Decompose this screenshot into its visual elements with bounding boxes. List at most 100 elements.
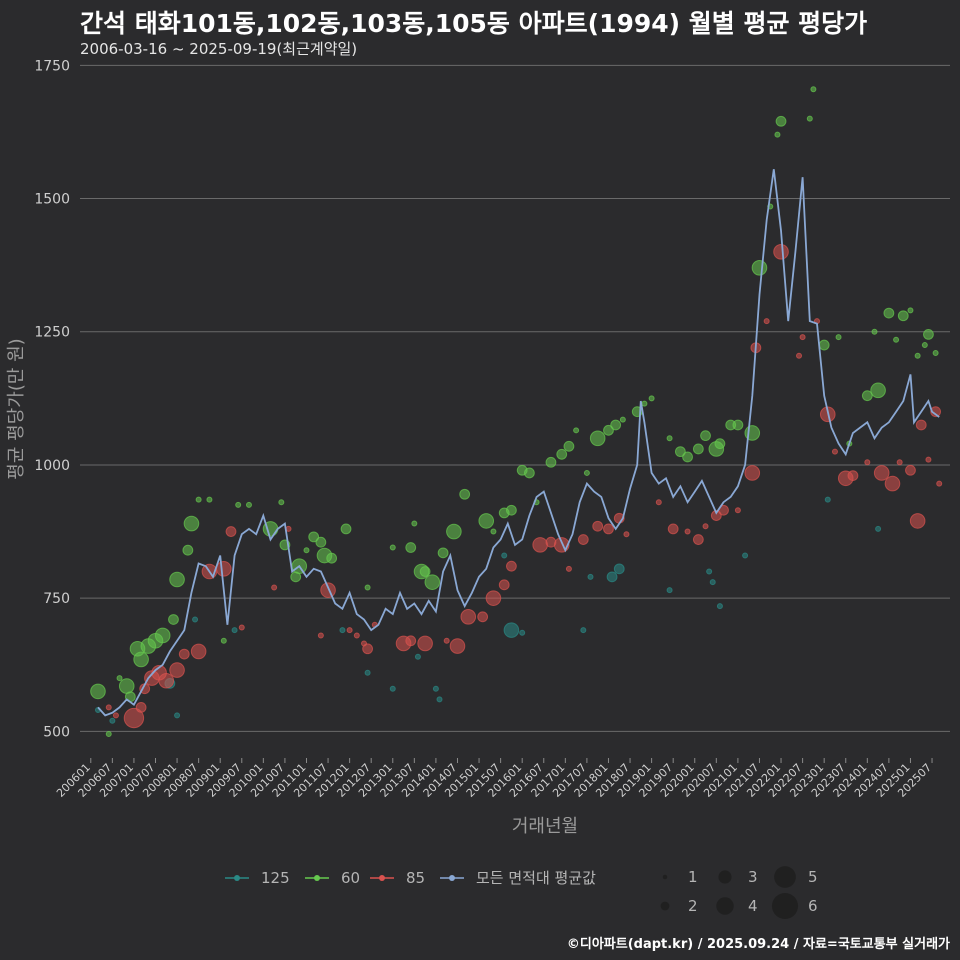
data-point-125 [666,587,673,594]
data-point-85 [603,523,614,535]
data-point-60 [206,496,213,503]
data-point-85 [320,582,336,598]
data-point-125 [364,669,371,676]
data-point-85 [225,526,237,537]
data-point-125 [606,571,618,583]
data-point-85 [864,459,871,466]
data-point-125 [109,717,116,724]
y-tick-label: 1000 [34,458,70,474]
data-point-85 [896,459,903,466]
data-point-60 [573,427,580,434]
data-point-60 [682,451,693,463]
data-point-60 [437,547,449,559]
data-point-60 [419,566,431,577]
y-axis-label: 평균 평당가(만 원) [6,338,27,479]
data-point-85 [763,318,770,325]
data-point-60 [169,571,185,588]
data-point-125 [824,496,831,503]
data-point-60 [183,515,200,532]
y-tick-label: 1750 [34,58,70,74]
data-point-60 [490,528,497,535]
data-point-60 [563,440,575,452]
data-point-60 [411,520,418,527]
data-point-60 [195,496,202,503]
data-point-60 [774,131,781,138]
size-legend-label: 6 [808,897,818,915]
data-point-60 [648,395,655,402]
data-point-85 [796,352,803,359]
data-point-85 [190,643,207,660]
data-point-85 [936,480,943,487]
data-point-85 [405,635,417,647]
data-point-85 [443,637,450,644]
data-point-85 [884,475,901,492]
data-point-85 [710,510,722,521]
data-point-125 [174,712,181,719]
legend-label: 모든 면적대 평균값 [476,869,596,887]
data-point-60 [523,467,535,479]
data-point-60 [168,614,179,625]
data-point-60 [674,446,686,458]
data-point-85 [449,638,466,654]
chart-subtitle: 2006-03-16 ~ 2025-09-19(최근계약일) [80,40,358,58]
data-point-85 [873,465,890,481]
data-point-85 [362,643,374,655]
data-point-85 [532,537,548,553]
data-point-125 [875,525,882,532]
data-point-125 [339,627,346,634]
data-point-85 [498,579,510,591]
data-point-60 [692,443,704,455]
data-point-60 [907,307,914,314]
data-point-125 [503,622,520,638]
data-point-60 [583,469,590,476]
data-point-60 [326,552,338,564]
data-point-60 [118,678,135,694]
data-point-60 [870,382,886,399]
data-point-60 [714,438,726,450]
data-point-60 [220,637,227,644]
data-point-85 [169,662,185,678]
size-legend-marker [716,897,734,915]
size-legend-label: 3 [748,868,758,886]
data-point-60 [810,86,817,93]
legend-label: 125 [261,869,290,887]
data-point-85 [271,584,278,591]
data-point-60 [589,430,606,447]
data-point-85 [565,565,572,572]
data-point-60 [923,329,934,340]
data-point-85 [925,456,932,463]
data-point-60 [105,731,112,738]
data-point-60 [340,523,352,535]
data-point-125 [716,603,723,610]
data-point-60 [556,448,568,460]
data-point-85 [847,470,859,482]
data-point-85 [799,334,806,341]
data-point-125 [613,563,625,575]
data-point-60 [603,424,614,436]
data-point-60 [405,542,417,553]
data-point-60 [897,310,909,322]
data-point-60 [278,499,285,506]
size-legend-label: 1 [688,868,698,886]
data-point-60 [666,435,673,442]
data-point-60 [315,536,327,548]
data-point-60 [116,675,123,682]
size-legend-marker [718,870,732,884]
data-point-60 [133,651,149,668]
data-point-60 [893,336,900,343]
data-point-85 [623,531,630,538]
y-tick-label: 1250 [34,325,70,341]
size-legend-marker [660,901,670,911]
legend-marker [449,875,455,881]
legend-marker [379,875,385,881]
data-point-125 [709,579,716,586]
data-point-85 [346,627,353,634]
y-tick-label: 1500 [34,192,70,208]
data-point-85 [135,701,147,713]
data-point-60 [835,334,842,341]
data-point-85 [417,635,433,652]
data-point-60 [732,419,744,431]
chart-title: 간석 태화101동,102동,103동,105동 아파트(1994) 월별 평균… [80,9,868,38]
legend-marker [314,875,320,881]
data-point-85 [506,560,517,572]
